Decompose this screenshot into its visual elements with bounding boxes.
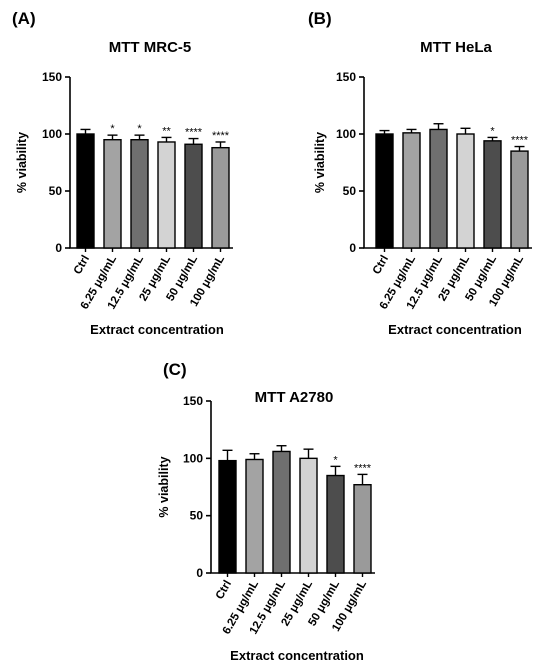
bar — [456, 133, 475, 249]
y-axis-label: % viability — [15, 132, 29, 193]
x-tick-label: Ctrl — [72, 254, 92, 277]
chart-title: MTT MRC-5 — [109, 39, 192, 56]
bar — [218, 459, 237, 574]
x-tick-label: Ctrl — [214, 579, 234, 602]
bar — [245, 458, 264, 574]
bar — [299, 457, 318, 574]
y-tick-label: 50 — [49, 184, 63, 198]
y-tick-label: 100 — [42, 127, 62, 141]
bar — [483, 140, 502, 249]
y-tick-label: 150 — [183, 394, 203, 408]
bar — [402, 132, 421, 249]
y-tick-label: 150 — [42, 70, 62, 84]
x-axis-label: Extract concentration — [388, 322, 522, 337]
y-tick-label: 50 — [190, 509, 204, 523]
significance-marker: * — [333, 454, 338, 466]
bar — [429, 128, 448, 249]
significance-marker: * — [110, 123, 115, 135]
y-tick-label: 0 — [55, 241, 62, 255]
bar — [184, 143, 203, 249]
chart-title: MTT HeLa — [420, 39, 492, 56]
chart-title: MTT A2780 — [255, 389, 334, 406]
y-tick-label: 0 — [349, 241, 356, 255]
significance-marker: **** — [185, 127, 203, 139]
bar — [375, 133, 394, 249]
y-tick-label: 50 — [343, 184, 357, 198]
y-axis-label: % viability — [313, 132, 327, 193]
bar — [510, 150, 529, 249]
y-tick-label: 150 — [336, 70, 356, 84]
significance-marker: **** — [354, 462, 372, 474]
x-tick-label: Ctrl — [371, 254, 391, 277]
y-tick-label: 100 — [183, 451, 203, 465]
significance-marker: **** — [212, 130, 230, 142]
significance-marker: * — [137, 123, 142, 135]
bar — [157, 141, 176, 249]
panel-label: (B) — [308, 9, 332, 28]
y-tick-label: 100 — [336, 127, 356, 141]
x-axis-label: Extract concentration — [90, 322, 224, 337]
panel-label: (C) — [163, 360, 187, 379]
y-tick-label: 0 — [196, 566, 203, 580]
x-axis-label: Extract concentration — [230, 648, 364, 663]
bar — [272, 450, 291, 574]
significance-marker: **** — [511, 135, 529, 147]
bar — [130, 138, 149, 249]
y-axis-label: % viability — [157, 456, 171, 517]
bar — [326, 474, 345, 574]
panel-label: (A) — [12, 9, 36, 28]
bar — [353, 484, 372, 574]
bar — [103, 138, 122, 249]
bar — [211, 146, 230, 249]
significance-marker: * — [490, 125, 495, 137]
bar — [76, 133, 95, 249]
significance-marker: ** — [162, 125, 171, 137]
